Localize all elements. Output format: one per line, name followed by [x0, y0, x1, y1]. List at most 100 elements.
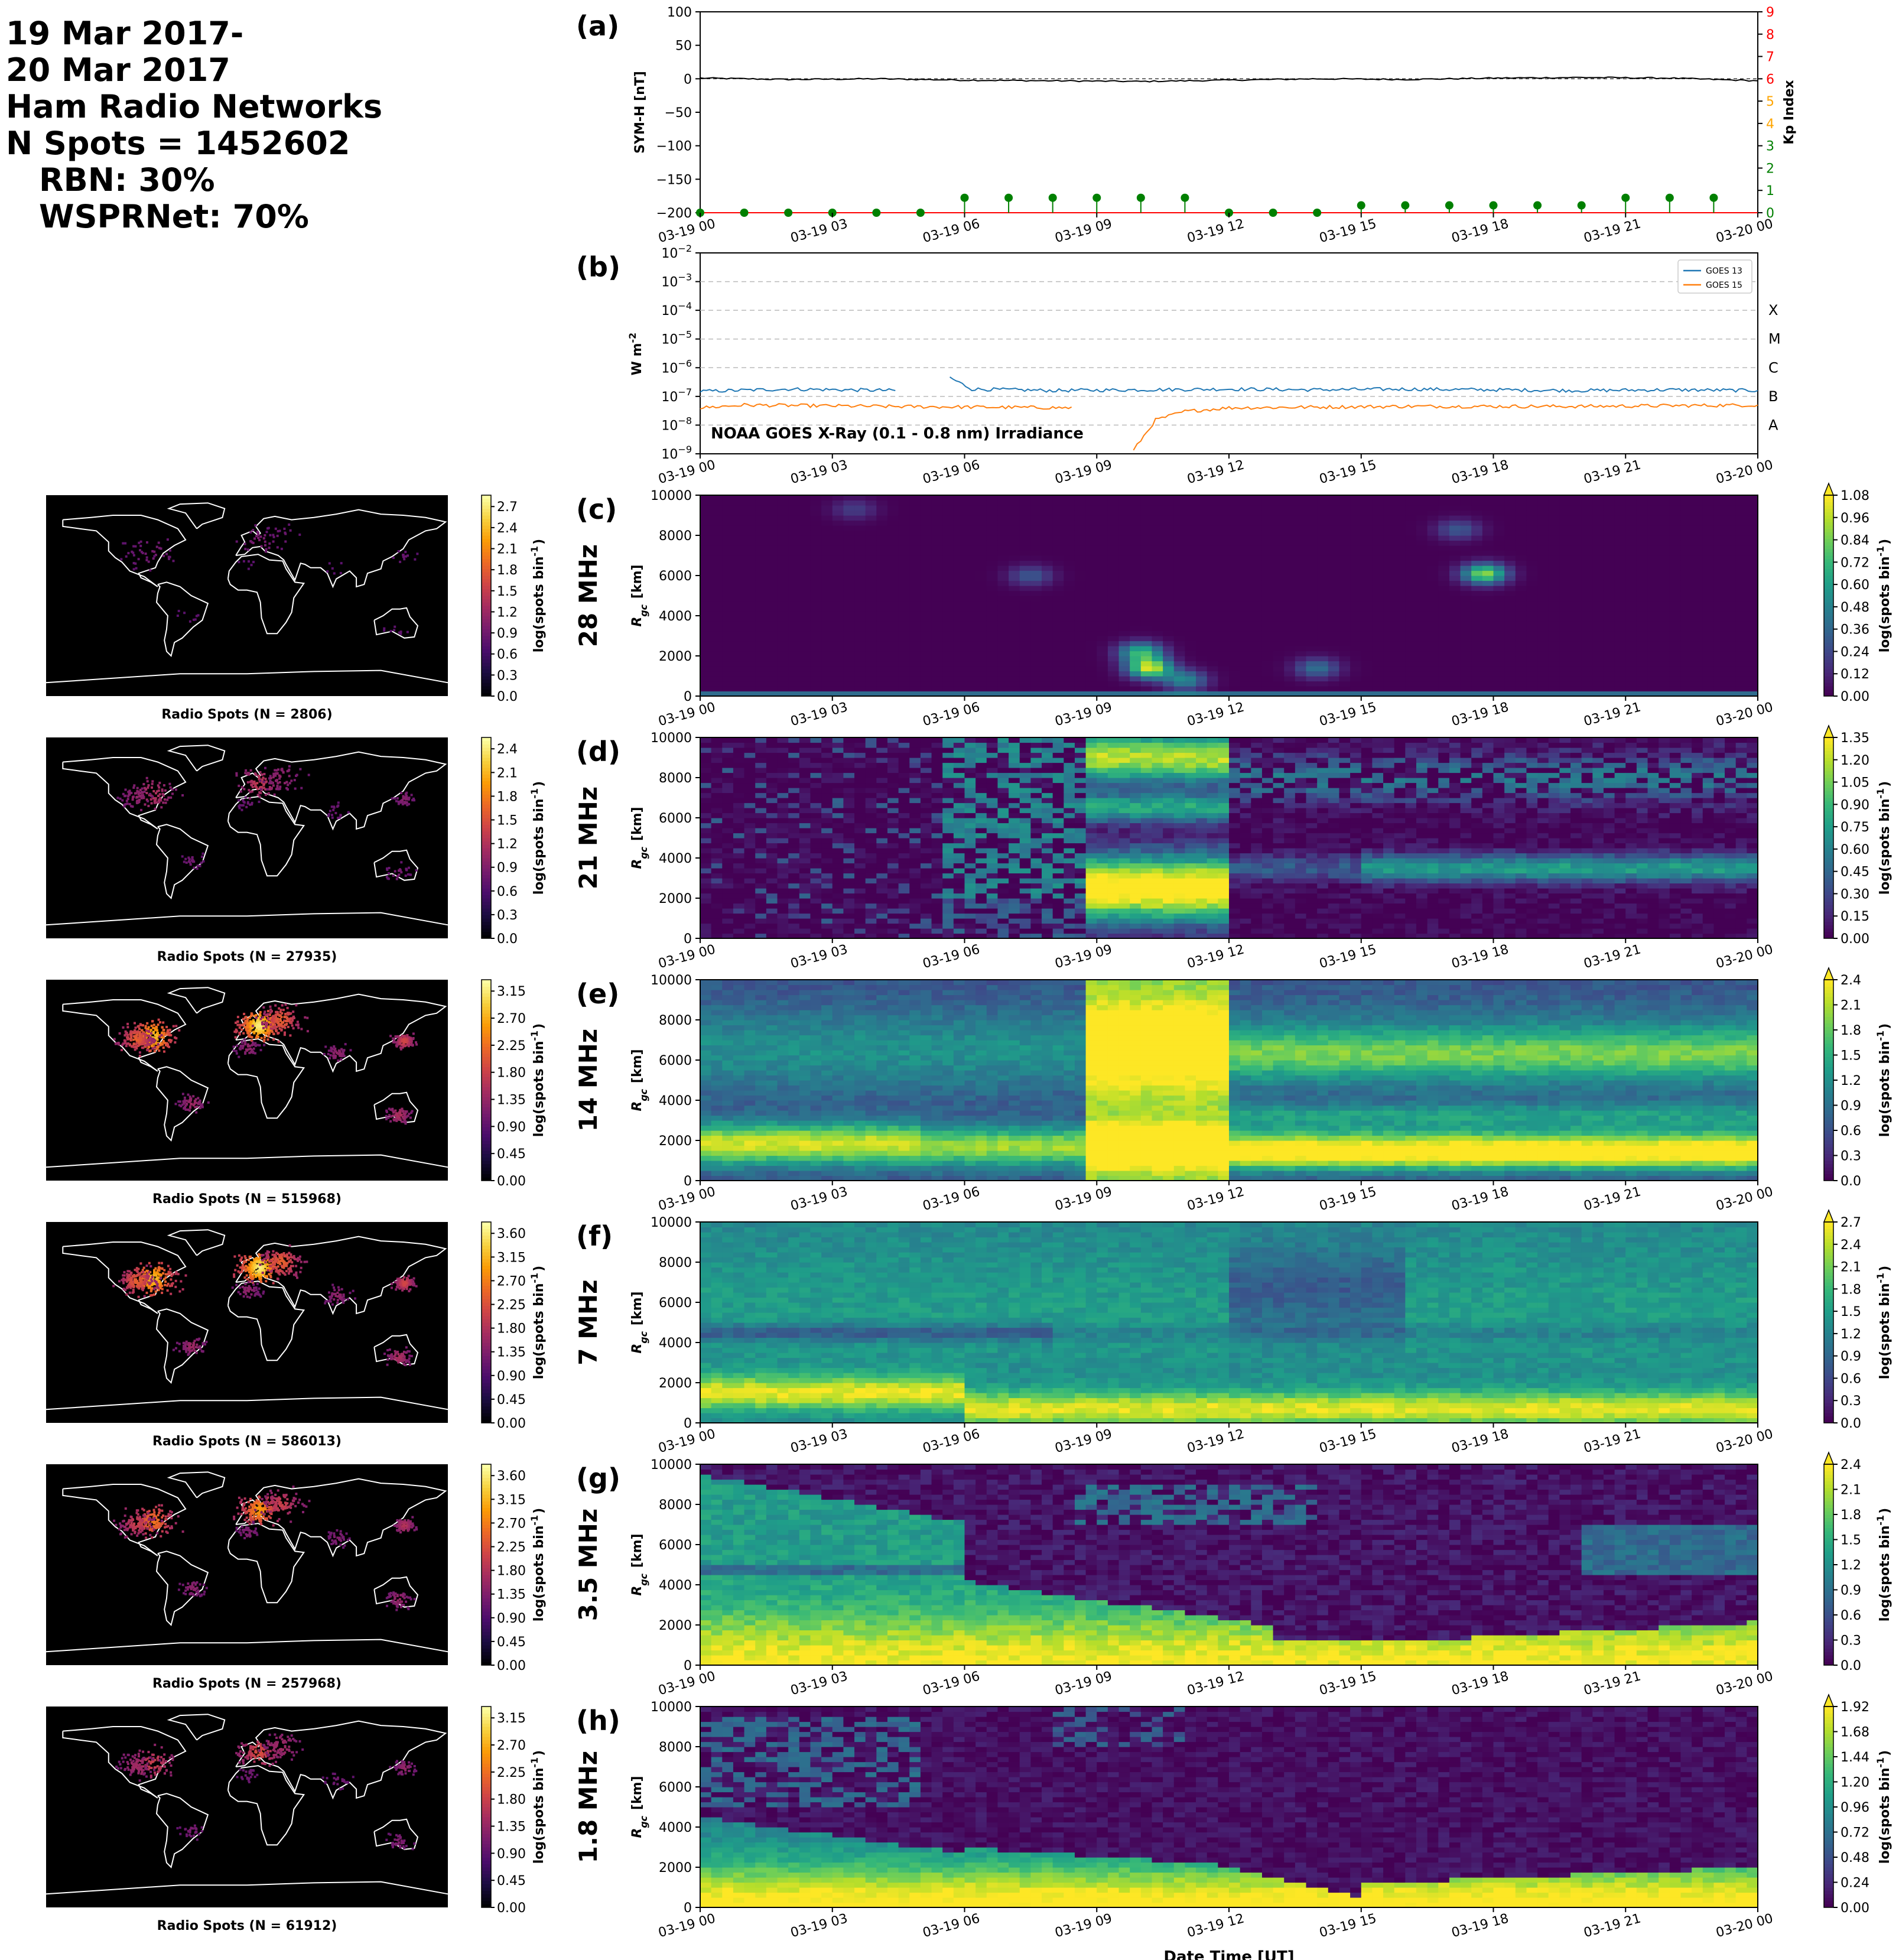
heatmap-cell — [1592, 606, 1604, 611]
heatmap-cell — [1020, 681, 1031, 687]
heatmap-cell — [1703, 591, 1714, 596]
heatmap-cell — [1229, 606, 1240, 611]
heatmap-cell — [1042, 531, 1053, 536]
heatmap-cell — [1020, 656, 1031, 661]
heatmap-cell — [1692, 551, 1703, 556]
heatmap-cell — [722, 636, 733, 641]
heatmap-cell — [1317, 631, 1328, 636]
heatmap-cell — [1207, 576, 1218, 581]
heatmap-cell — [766, 561, 778, 566]
heatmap-cell — [1494, 681, 1505, 687]
heatmap-cell — [1229, 505, 1240, 511]
heatmap-cell — [788, 495, 799, 500]
heatmap-cell — [1306, 500, 1318, 506]
heatmap-cell — [744, 641, 756, 646]
heatmap-cell — [1537, 666, 1549, 671]
heatmap-cell — [722, 606, 733, 611]
heatmap-cell — [1350, 656, 1361, 661]
heatmap-cell — [755, 511, 766, 516]
heatmap-cell — [1030, 596, 1042, 601]
heatmap-cell — [1097, 641, 1108, 646]
heatmap-cell — [1615, 671, 1626, 677]
heatmap-cell — [887, 681, 899, 687]
heatmap-cell — [1207, 555, 1218, 561]
heatmap-cell — [1680, 626, 1692, 631]
heatmap-cell — [1570, 611, 1582, 616]
heatmap-cell — [1372, 515, 1383, 521]
heatmap-cell — [1152, 611, 1163, 616]
heatmap-cell — [876, 500, 887, 506]
heatmap-cell — [909, 601, 921, 606]
heatmap-cell — [1108, 596, 1119, 601]
heatmap-cell — [1559, 551, 1570, 556]
heatmap-cell — [866, 561, 877, 566]
heatmap-cell — [1637, 656, 1648, 661]
heatmap-cell — [766, 571, 778, 576]
heatmap-cell — [1670, 561, 1681, 566]
heatmap-cell — [1559, 646, 1570, 651]
heatmap-cell — [1625, 636, 1637, 641]
heatmap-cell — [700, 521, 711, 526]
heatmap-cell — [1438, 500, 1449, 506]
heatmap-cell — [1526, 581, 1537, 586]
heatmap-cell — [1625, 531, 1637, 536]
heatmap-cell — [965, 646, 976, 651]
heatmap-cell — [1559, 535, 1570, 541]
heatmap-cell — [1582, 586, 1593, 591]
heatmap-cell — [1504, 565, 1516, 571]
heatmap-cell — [1516, 591, 1527, 596]
heatmap-cell — [1185, 525, 1196, 531]
heatmap-cell — [1042, 505, 1053, 511]
heatmap-cell — [1516, 636, 1527, 641]
heatmap-cell — [1680, 565, 1692, 571]
heatmap-cell — [1262, 525, 1273, 531]
heatmap-cell — [1152, 541, 1163, 546]
heatmap-cell — [1582, 505, 1593, 511]
heatmap-cell — [1713, 621, 1725, 626]
heatmap-cell — [799, 541, 811, 546]
heatmap-cell — [1240, 511, 1251, 516]
heatmap-cell — [1108, 611, 1119, 616]
heatmap-cell — [733, 561, 744, 566]
heatmap-cell — [1394, 681, 1406, 687]
heatmap-cell — [1482, 571, 1494, 576]
heatmap-cell — [997, 576, 1009, 581]
heatmap-cell — [1427, 666, 1439, 671]
legend-label: GOES 13 — [1706, 266, 1742, 276]
heatmap-cell — [755, 525, 766, 531]
heatmap-cell — [1262, 681, 1273, 687]
heatmap-cell — [1306, 641, 1318, 646]
heatmap-cell — [788, 525, 799, 531]
heatmap-cell — [1185, 646, 1196, 651]
heatmap-cell — [1504, 535, 1516, 541]
heatmap-cell — [1637, 565, 1648, 571]
heatmap-cell — [1383, 495, 1394, 500]
heatmap-cell — [1592, 666, 1604, 671]
heatmap-cell — [1163, 586, 1174, 591]
heatmap-cell — [1306, 651, 1318, 656]
heatmap-cell — [1659, 656, 1670, 661]
heatmap-cell — [1097, 671, 1108, 677]
heatmap-cell — [1196, 686, 1207, 691]
heatmap-cell — [1020, 636, 1031, 641]
heatmap-cell — [1405, 586, 1416, 591]
heatmap-cell — [1196, 521, 1207, 526]
heatmap-cell — [1306, 666, 1318, 671]
heatmap-cell — [932, 636, 943, 641]
heatmap-cell — [975, 521, 987, 526]
heatmap-cell — [1648, 500, 1659, 506]
heatmap-cell — [1713, 636, 1725, 641]
heatmap-cell — [1537, 686, 1549, 691]
heatmap-cell — [1405, 616, 1416, 621]
heatmap-cell — [1670, 515, 1681, 521]
heatmap-cell — [1020, 521, 1031, 526]
heatmap-cell — [1009, 545, 1020, 551]
heatmap-cell — [1251, 616, 1262, 621]
heatmap-cell — [1185, 586, 1196, 591]
heatmap-cell — [1053, 611, 1064, 616]
heatmap-cell — [1361, 641, 1373, 646]
heatmap-cell — [1692, 555, 1703, 561]
heatmap-cell — [700, 656, 711, 661]
heatmap-cell — [1713, 686, 1725, 691]
heatmap-cell — [899, 681, 910, 687]
